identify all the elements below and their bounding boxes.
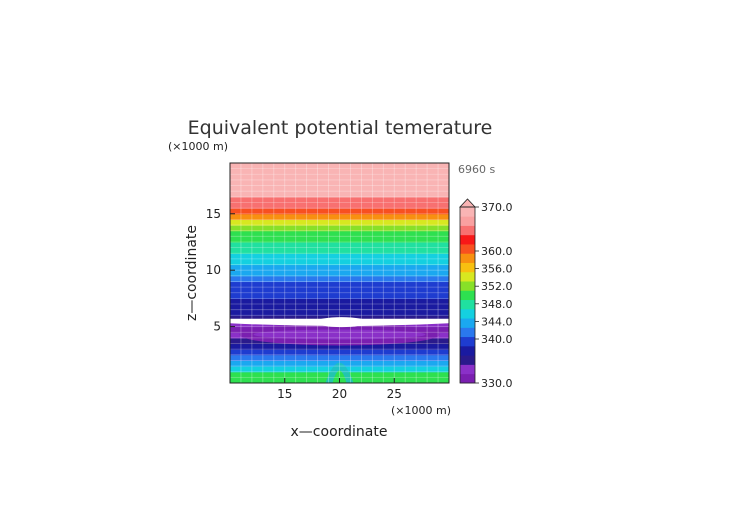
contour-band xyxy=(230,236,449,243)
chart-title: Equivalent potential temerature xyxy=(188,117,493,139)
x-tick-label: 15 xyxy=(277,387,292,401)
contour-band xyxy=(230,196,449,209)
contour-band xyxy=(230,354,449,362)
grid-lines xyxy=(230,163,449,383)
contour-features xyxy=(230,317,449,383)
x-unit-label: (×1000 m) xyxy=(391,404,451,417)
colorbar-segment xyxy=(460,253,475,263)
colorbar-segment xyxy=(460,262,475,273)
colorbar: 370.0 360.0 356.0 352.0 348.0 344.0 340.0 330.0 xyxy=(459,198,513,390)
contour-band xyxy=(230,270,449,277)
x-tick-label: 25 xyxy=(387,387,402,401)
contour-bands xyxy=(230,163,449,383)
colorbar-segment xyxy=(460,355,475,365)
contour-band xyxy=(230,219,449,226)
contour-band xyxy=(230,304,449,311)
y-tick-label: 10 xyxy=(206,263,221,277)
colorbar-tick-label: 344.0 xyxy=(481,315,513,328)
unfilled-cap xyxy=(315,317,368,328)
colorbar-segment xyxy=(460,308,475,319)
contour-band xyxy=(230,298,449,305)
colorbar-segment xyxy=(460,216,475,226)
contour-band xyxy=(230,163,449,198)
y-axis-label: z—coordinate xyxy=(184,225,200,321)
contour-band xyxy=(230,258,449,266)
y-unit-label: (×1000 m) xyxy=(168,140,228,153)
y-axis: 5 10 15 xyxy=(206,207,235,334)
colorbar-tick-label: 356.0 xyxy=(481,263,513,276)
colorbar-segment xyxy=(460,364,475,375)
colorbar-segment xyxy=(460,225,475,236)
colorbar-segment xyxy=(460,318,475,328)
contour-band xyxy=(230,213,449,221)
low-value-core xyxy=(253,329,426,340)
colorbar-segment xyxy=(460,336,475,347)
contour-band xyxy=(230,275,449,283)
colorbar-segment xyxy=(460,327,475,338)
contour-band xyxy=(230,281,449,288)
colorbar-segment xyxy=(460,345,475,356)
contour-band xyxy=(230,230,449,237)
colorbar-tick-label: 348.0 xyxy=(481,298,513,311)
contour-band xyxy=(230,343,449,350)
plot-area xyxy=(230,163,449,383)
contour-band xyxy=(230,309,449,316)
contour-band xyxy=(230,349,449,356)
contour-band xyxy=(230,287,449,294)
colorbar-segment xyxy=(460,281,475,291)
colorbar-segment xyxy=(460,290,475,301)
colorbar-frame xyxy=(459,206,476,384)
colorbar-segment xyxy=(460,271,475,282)
time-label: 6960 s xyxy=(458,163,495,176)
x-axis: 15 20 25 xyxy=(277,378,402,401)
colorbar-segment xyxy=(460,373,475,384)
contour-band xyxy=(230,253,449,260)
y-tick-label: 5 xyxy=(213,320,221,334)
plume-core xyxy=(332,370,347,383)
colorbar-tick-label: 370.0 xyxy=(481,201,513,214)
contour-band xyxy=(230,292,449,299)
colorbar-segment xyxy=(460,244,475,254)
colorbar-tick-label: 340.0 xyxy=(481,333,513,346)
contour-band xyxy=(230,241,449,249)
y-tick-label: 15 xyxy=(206,207,221,221)
colorbar-segment xyxy=(460,299,475,310)
colorbar-extend-arrow xyxy=(459,198,476,208)
colorbar-tick-label: 360.0 xyxy=(481,245,513,258)
colorbar-tick-label: 352.0 xyxy=(481,280,513,293)
x-axis-label: x—coordinate xyxy=(291,424,388,440)
contour-band xyxy=(230,225,449,232)
x-tick-label: 20 xyxy=(332,387,347,401)
colorbar-tick-label: 330.0 xyxy=(481,377,513,390)
contour-band xyxy=(230,264,449,271)
colorbar-segment xyxy=(460,207,475,217)
contour-band xyxy=(230,208,449,215)
colorbar-segment xyxy=(460,234,475,245)
contour-band xyxy=(230,247,449,254)
